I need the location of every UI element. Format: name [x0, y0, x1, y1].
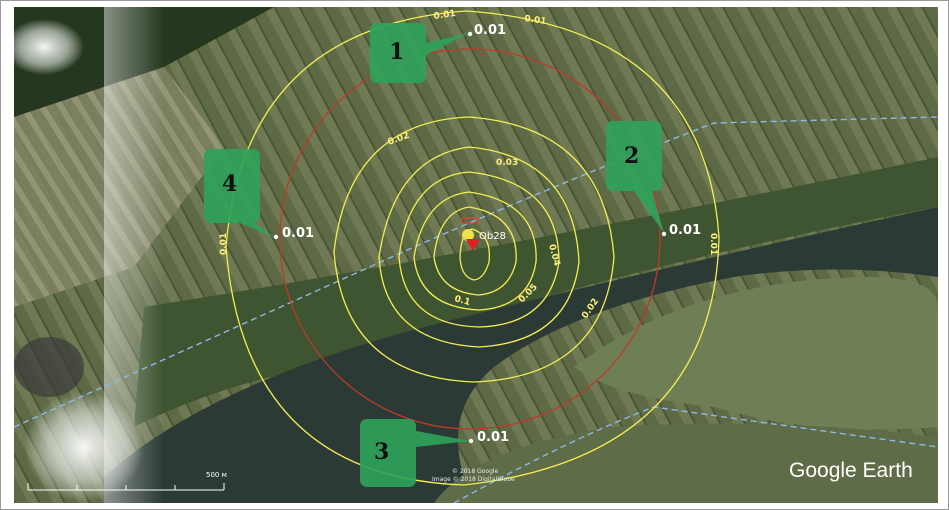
island — [574, 277, 938, 430]
credit-line: Image © 2018 DigitalGlobe — [432, 476, 515, 483]
callout-number: 2 — [624, 143, 639, 169]
scale-bar: 500 м — [27, 471, 227, 491]
point-label: 0.01 — [474, 23, 506, 38]
scale-label: 500 м — [206, 471, 227, 479]
source-marker-yellow[interactable] — [462, 229, 474, 241]
isolines-group — [225, 10, 720, 486]
callout-4[interactable]: 4 0.01 — [204, 149, 314, 241]
callout-3[interactable]: 3 0.01 — [360, 419, 509, 487]
red-radius-circle — [279, 48, 661, 430]
cloud — [14, 19, 84, 75]
sample-point[interactable] — [468, 438, 474, 444]
isoline-label: 0.01 — [708, 233, 718, 255]
isoline-003 — [378, 146, 580, 348]
isoline-label: 0.01 — [219, 233, 229, 255]
callout-number: 4 — [222, 171, 237, 197]
source-marker-red[interactable] — [466, 239, 480, 251]
callout-number: 1 — [389, 39, 404, 65]
google-earth-logo: Google Earth — [789, 459, 913, 482]
point-label: 0.01 — [669, 223, 701, 238]
isoline-label: 0.01 — [433, 9, 456, 22]
sample-point[interactable] — [273, 234, 279, 240]
isoline-004 — [398, 171, 560, 328]
satellite-map[interactable]: Ob28 0.01 0.01 0.01 0.01 0.02 0.02 0.03 … — [14, 7, 938, 503]
isoline-label: 0.1 — [453, 294, 471, 308]
map-canvas: Ob28 0.01 0.01 0.01 0.01 0.02 0.02 0.03 … — [14, 7, 938, 503]
isoline-label: 0.03 — [496, 158, 518, 168]
callout-2[interactable]: 2 0.01 — [606, 121, 701, 238]
lower-bank — [434, 423, 938, 503]
isoline-01 — [433, 206, 517, 296]
cloud-shadow — [14, 337, 84, 397]
isoline-001 — [225, 10, 720, 486]
sample-point[interactable] — [661, 231, 667, 237]
source-box — [461, 217, 479, 224]
source-label: Ob28 — [479, 231, 506, 242]
river — [104, 207, 938, 503]
isoline-005 — [413, 191, 537, 311]
isoline-inner — [459, 228, 491, 281]
callout-number: 3 — [374, 439, 389, 465]
credit-line: © 2018 Google — [452, 468, 499, 475]
cloud — [24, 392, 144, 502]
isoline-002 — [333, 116, 615, 383]
point-label: 0.01 — [477, 430, 509, 445]
sample-point[interactable] — [467, 31, 473, 37]
isoline-label: 0.01 — [524, 14, 547, 27]
point-label: 0.01 — [282, 226, 314, 241]
callout-1[interactable]: 1 0.01 — [370, 23, 506, 83]
